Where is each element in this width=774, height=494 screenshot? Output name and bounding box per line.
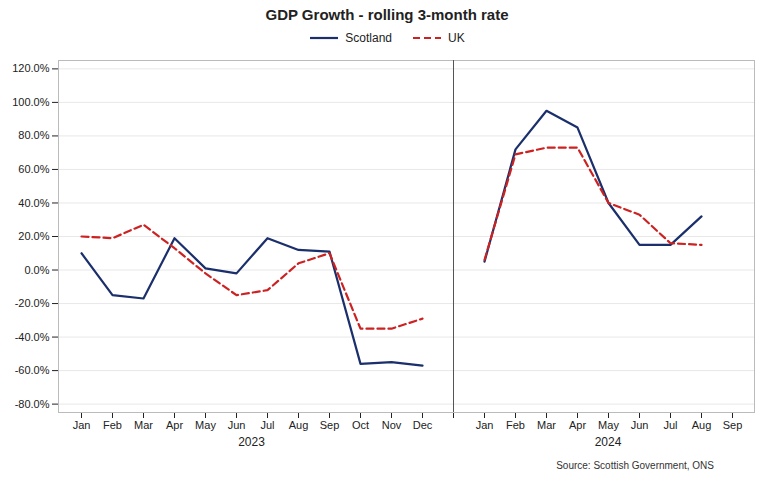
svg-text:Jul: Jul	[260, 419, 274, 431]
svg-text:80.0%: 80.0%	[18, 129, 49, 141]
svg-text:Sep: Sep	[723, 419, 743, 431]
svg-text:Jan: Jan	[476, 419, 494, 431]
svg-text:2024: 2024	[595, 435, 622, 449]
svg-text:Oct: Oct	[352, 419, 369, 431]
html-text:Scotland: Scotland	[345, 31, 392, 45]
html-text:UK: UK	[448, 31, 465, 45]
svg-text:100.0%: 100.0%	[12, 96, 50, 108]
svg-text:Jan: Jan	[73, 419, 91, 431]
svg-text:60.0%: 60.0%	[18, 163, 49, 175]
svg-text:Aug: Aug	[289, 419, 309, 431]
svg-text:2023: 2023	[238, 435, 265, 449]
svg-text:Feb: Feb	[506, 419, 525, 431]
svg-text:-60.0%: -60.0%	[15, 364, 50, 376]
svg-text:Dec: Dec	[413, 419, 433, 431]
html-text:GDP Growth - rolling 3-month r: GDP Growth - rolling 3-month rate	[265, 6, 509, 23]
svg-text:Jul: Jul	[663, 419, 677, 431]
svg-text:Feb: Feb	[103, 419, 122, 431]
svg-text:May: May	[195, 419, 216, 431]
svg-text:Apr: Apr	[166, 419, 183, 431]
svg-text:-20.0%: -20.0%	[15, 297, 50, 309]
svg-text:Jun: Jun	[631, 419, 649, 431]
svg-text:-80.0%: -80.0%	[15, 398, 50, 410]
svg-text:May: May	[598, 419, 619, 431]
svg-text:Apr: Apr	[569, 419, 586, 431]
svg-text:0.0%: 0.0%	[24, 264, 49, 276]
svg-text:40.0%: 40.0%	[18, 196, 49, 208]
svg-text:Mar: Mar	[537, 419, 556, 431]
svg-text:Aug: Aug	[692, 419, 712, 431]
svg-text:20.0%: 20.0%	[18, 230, 49, 242]
svg-text:Mar: Mar	[134, 419, 153, 431]
svg-text:-40.0%: -40.0%	[15, 331, 50, 343]
svg-text:Nov: Nov	[382, 419, 402, 431]
html-text:Source: Scottish Government, O: Source: Scottish Government, ONS	[556, 460, 714, 471]
svg-text:Sep: Sep	[320, 419, 340, 431]
svg-text:120.0%: 120.0%	[12, 62, 50, 74]
svg-text:Jun: Jun	[228, 419, 246, 431]
